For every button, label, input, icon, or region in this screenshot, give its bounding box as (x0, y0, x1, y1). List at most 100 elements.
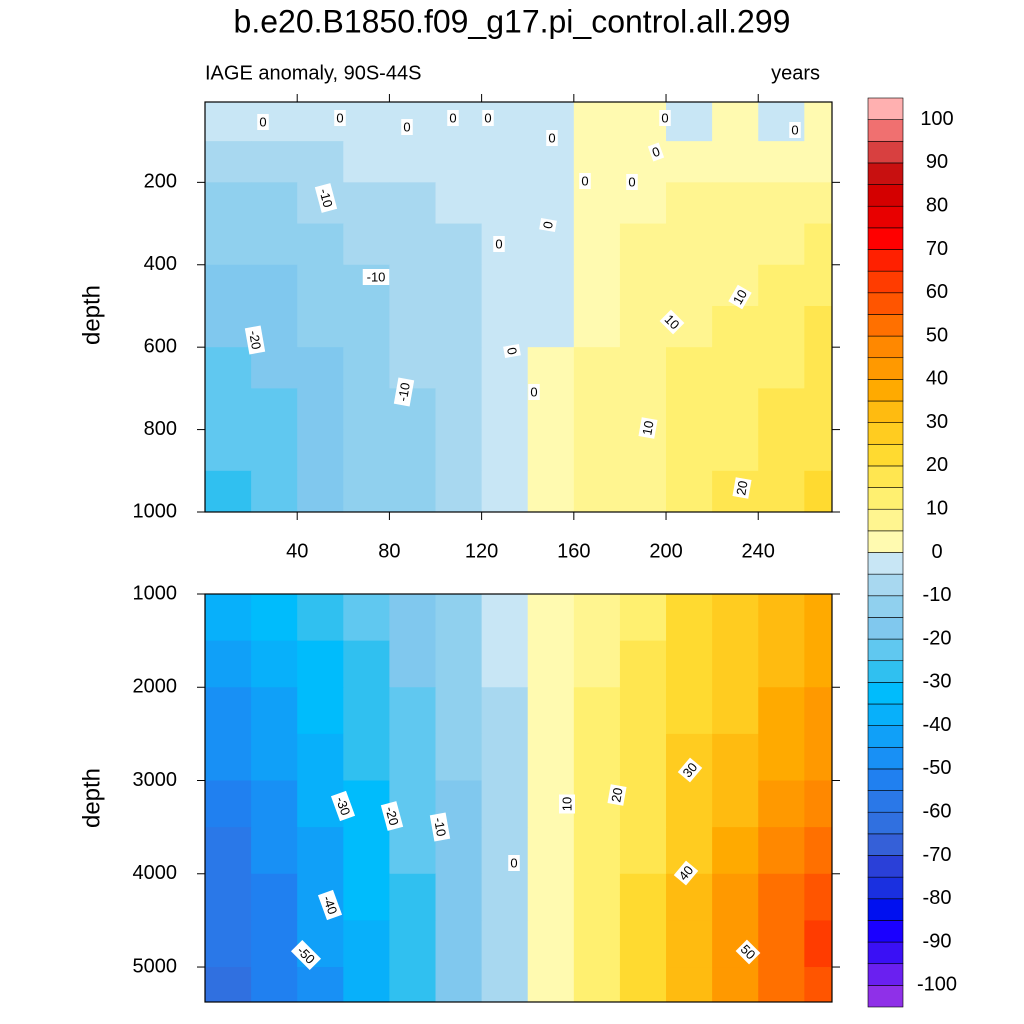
contour-cell (389, 141, 437, 183)
contour-cell (619, 827, 667, 875)
contour-label-bg (539, 217, 557, 233)
contour-cell (573, 827, 621, 875)
contour-cell (251, 264, 298, 307)
contour-cell (297, 305, 344, 348)
contour-cell (573, 470, 621, 512)
contour-cell (435, 264, 483, 307)
contour-cell (205, 640, 252, 688)
contour-cell (481, 827, 529, 875)
plot-area (205, 102, 832, 512)
colorbar-label: -70 (923, 844, 952, 866)
contour-cell (205, 780, 252, 828)
colorbar-label: 0 (931, 541, 942, 563)
contour-cell (435, 305, 483, 348)
x-tick-label: 120 (465, 540, 498, 562)
contour-cell (481, 640, 529, 688)
contour-cell (758, 920, 805, 968)
contour-cell (205, 264, 252, 307)
contour-label-bg (626, 174, 638, 190)
contour-cell (573, 873, 621, 921)
contour-label: 0 (259, 114, 266, 129)
colorbar-box (867, 985, 904, 1008)
contour-cell (804, 780, 832, 828)
contour-cell (712, 687, 759, 735)
contour-cell (527, 470, 575, 512)
contour-cell (343, 780, 391, 828)
contour-label: -30 (333, 795, 354, 818)
contour-cell (297, 733, 344, 782)
contour-cell (389, 429, 437, 472)
contour-label: 0 (581, 173, 588, 188)
contour-cell (804, 594, 832, 642)
contour-cell (573, 733, 621, 782)
contour-cell (343, 102, 391, 142)
contour-cell (573, 920, 621, 968)
contour-label-bg (546, 130, 558, 146)
colorbar-box (867, 162, 904, 185)
contour-cell (619, 920, 667, 968)
contour-label: 10 (730, 287, 750, 307)
contour-cell (666, 347, 713, 389)
y-tick-label: 400 (144, 253, 177, 275)
contour-label-group: 0 (579, 173, 591, 189)
contour-cell (435, 920, 483, 968)
contour-cell (389, 640, 437, 688)
contour-cell (619, 780, 667, 828)
y-axis-label: depth (78, 768, 105, 828)
contour-label: 0 (495, 236, 502, 251)
contour-label-group: 0 (493, 236, 505, 252)
contour-label-bg (728, 284, 752, 310)
colorbar-label: -50 (923, 757, 952, 779)
y-tick-label: 200 (144, 171, 177, 193)
contour-label-bg (257, 114, 269, 130)
colorbar-box (867, 292, 904, 315)
colorbar-box (867, 595, 904, 618)
contour-label-group: -10 (393, 377, 415, 407)
x-tick-label: 200 (649, 540, 682, 562)
contour-cell (297, 827, 344, 875)
contour-cell (619, 687, 667, 735)
y-tick-label: 800 (144, 418, 177, 440)
contour-cell (804, 141, 832, 183)
contour-label-group: -10 (362, 269, 390, 285)
contour-label: -20 (246, 329, 264, 350)
colorbar-label: -80 (923, 887, 952, 909)
contour-cell (758, 827, 805, 875)
contour-label: 0 (484, 110, 491, 125)
contour-cell (343, 873, 391, 921)
contour-cell (251, 780, 298, 828)
contour-cell (573, 182, 621, 225)
contour-cell (758, 305, 805, 348)
contour-label-bg (638, 417, 658, 439)
contour-cell (251, 388, 298, 431)
plot-area (205, 594, 832, 1002)
contour-label-group: 0 (508, 855, 520, 871)
contour-label: 0 (650, 144, 662, 161)
contour-cell (435, 347, 483, 389)
contour-cell (389, 182, 437, 225)
contour-cell (666, 429, 713, 472)
contour-cell (343, 687, 391, 735)
contour-cell (712, 347, 759, 389)
contour-cell (804, 305, 832, 348)
contour-label-group: 0 (789, 122, 801, 138)
colorbar-box (867, 422, 904, 445)
contour-cell (435, 594, 483, 642)
colorbar-box (867, 184, 904, 207)
contour-cell (619, 470, 667, 512)
contour-cell (205, 873, 252, 921)
contour-cell (435, 388, 483, 431)
contour-cell (666, 264, 713, 307)
contour-cell (712, 388, 759, 431)
contour-label-bg (482, 110, 494, 126)
contour-cell (297, 347, 344, 389)
colorbar-box (867, 379, 904, 402)
contour-label-group: 0 (539, 217, 557, 233)
contour-cell (343, 429, 391, 472)
contour-cell (804, 429, 832, 472)
contour-label-bg (330, 790, 356, 822)
contour-cell (251, 967, 298, 1002)
contour-cell (527, 141, 575, 183)
colorbar-label: -20 (923, 627, 952, 649)
contour-label-group: 0 (626, 174, 638, 190)
